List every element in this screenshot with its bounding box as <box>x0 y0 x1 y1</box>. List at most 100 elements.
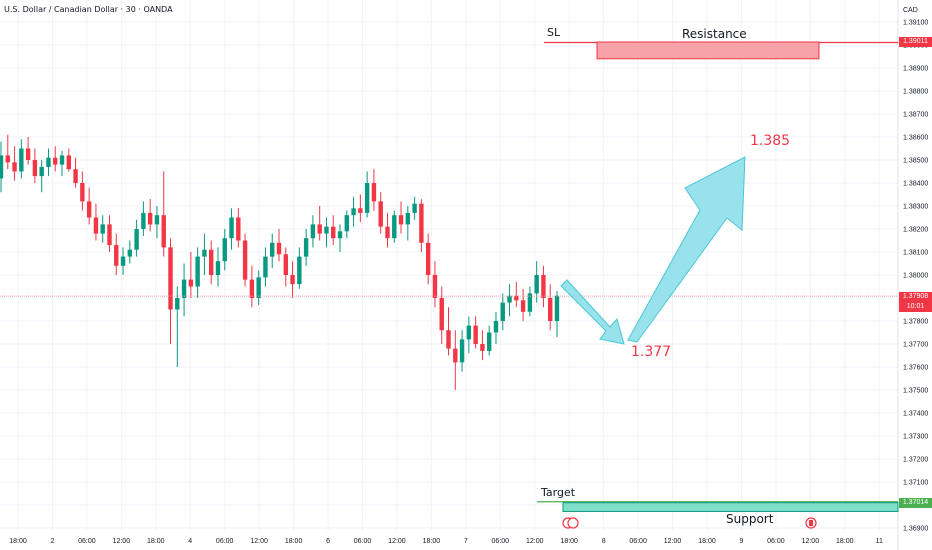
candle <box>290 261 295 298</box>
candle-body <box>398 215 404 225</box>
candle <box>344 210 350 239</box>
candle-body <box>25 148 31 160</box>
candle <box>66 148 72 172</box>
candle-body <box>107 224 112 246</box>
candle-body <box>541 275 546 298</box>
time-axis: 18:00 2 06:00 12:00 18:00 4 06:00 12:00 18:00 6 06… <box>9 538 883 545</box>
candle-body <box>141 212 146 229</box>
candle <box>331 215 336 246</box>
candle-body <box>93 217 99 234</box>
candle-body <box>548 298 553 321</box>
candle-body <box>181 279 187 298</box>
candle-body <box>5 155 10 163</box>
candle-body <box>242 240 248 280</box>
candle <box>5 134 10 170</box>
candle-body <box>80 183 85 202</box>
price-tick-label: 1.37300 <box>903 434 928 441</box>
candle <box>141 201 146 236</box>
price-tick-label: 1.38800 <box>903 89 928 96</box>
symbol-title[interactable]: U.S. Dollar / Canadian Dollar · 30 · OAN… <box>4 5 173 14</box>
candle <box>242 233 248 287</box>
candle <box>46 148 51 177</box>
candle-body <box>154 215 160 225</box>
price-tick-label: 1.37700 <box>903 342 928 349</box>
candle <box>0 141 4 193</box>
candle-body <box>439 298 444 331</box>
time-tick-label: 06:00 <box>78 538 96 545</box>
candle <box>25 137 31 165</box>
candle-body <box>385 226 390 239</box>
candle <box>432 261 438 308</box>
candle-body <box>507 295 512 303</box>
time-tick-label: 18:00 <box>285 538 303 545</box>
candle-body <box>534 275 539 294</box>
price-tick-label: 1.38400 <box>903 181 928 188</box>
candle <box>276 229 282 262</box>
resistance-label: Resistance <box>682 27 747 41</box>
candle <box>93 203 99 241</box>
candle-body <box>520 300 526 312</box>
candle-body <box>554 295 560 321</box>
time-tick-label: 18:00 <box>147 538 165 545</box>
candle-body <box>371 183 377 202</box>
candle <box>283 247 288 287</box>
candle-body <box>276 242 282 255</box>
price-tick-label: 1.38500 <box>903 158 928 165</box>
candle <box>154 206 160 239</box>
projection-low-label: 1.377 <box>631 344 672 360</box>
candle <box>188 252 194 298</box>
current-price-value: 1.37908 <box>902 293 929 300</box>
candle <box>208 240 214 285</box>
price-tick-label: 1.38300 <box>903 204 928 211</box>
candle-body <box>208 249 214 275</box>
resistance-zone <box>596 41 820 60</box>
projection-arrows <box>560 156 746 345</box>
candle-body <box>358 208 363 213</box>
candle <box>134 219 139 257</box>
candle <box>107 215 112 252</box>
price-tick-label: 1.38200 <box>903 227 928 234</box>
time-tick-label: 12:00 <box>664 538 682 545</box>
time-tick-label: 2 <box>50 538 54 545</box>
candle <box>466 316 472 354</box>
candle <box>405 206 411 241</box>
candle <box>256 270 261 305</box>
candle <box>480 330 485 361</box>
sl-price-tag: 1.39011 <box>899 37 932 47</box>
support-label: Support <box>726 512 774 526</box>
candle-body <box>283 254 288 275</box>
candle-body <box>134 229 139 250</box>
time-tick-label: 06:00 <box>629 538 647 545</box>
economic-event-icon[interactable] <box>567 517 579 529</box>
time-tick-label: 12:00 <box>113 538 131 545</box>
candle <box>392 210 397 243</box>
price-axis: 1.391001.390001.389001.388001.387001.386… <box>903 20 928 533</box>
candle-body <box>39 166 44 177</box>
candle-body <box>168 247 173 310</box>
price-tick-label: 1.37500 <box>903 388 928 395</box>
candle <box>303 229 309 266</box>
price-tick-label: 1.37400 <box>903 411 928 418</box>
candle <box>507 284 512 317</box>
candle <box>80 171 85 211</box>
projection-up-arrow <box>627 156 746 343</box>
candle <box>425 233 431 285</box>
candle-body <box>86 201 92 218</box>
candle <box>39 160 44 193</box>
candle-body <box>290 275 295 285</box>
price-tick-label: 1.38000 <box>903 273 928 280</box>
candle <box>120 247 126 275</box>
candle <box>161 171 166 257</box>
candle-body <box>425 242 431 275</box>
price-tick-label: 1.37200 <box>903 457 928 464</box>
candle-body <box>493 321 499 333</box>
candle <box>358 194 363 223</box>
candle <box>127 240 133 264</box>
candle-body <box>317 224 322 234</box>
candle-body <box>59 155 65 165</box>
candle <box>486 325 492 356</box>
candle-body <box>527 293 533 312</box>
candle <box>378 192 383 234</box>
price-tick-label: 1.37100 <box>903 480 928 487</box>
